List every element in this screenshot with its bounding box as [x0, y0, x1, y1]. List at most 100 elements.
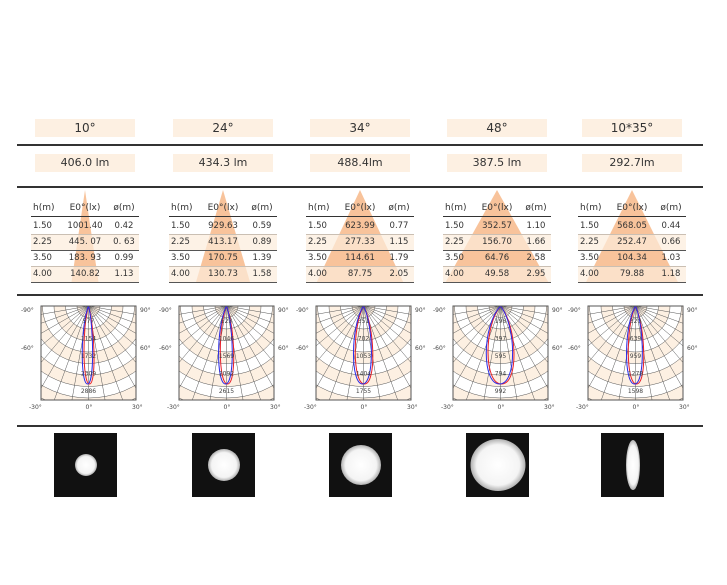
angle-axis-label: 0°: [361, 404, 368, 411]
ring-value-label: 2309: [81, 371, 96, 378]
light-spot: [340, 445, 381, 485]
angle-text: 10°: [74, 121, 96, 135]
ring-value-label: 1598: [628, 388, 643, 395]
ring-value-label: 639: [630, 336, 642, 343]
polar-light-distribution-diagram: 198 397 595 794 992 -90° -60° 90° 60° -30° 0° 30°: [433, 305, 563, 411]
light-spot: [625, 440, 640, 490]
angle-axis-label: 90°: [278, 307, 289, 314]
lumen-output: 387.5 lm: [447, 154, 547, 172]
beam-angle-label: 24°: [173, 119, 273, 137]
table-row: 1.50 1001.40 0.42: [31, 218, 139, 235]
beam-angle-label: 10*35°: [582, 119, 682, 137]
ring-value-label: 2092: [219, 371, 234, 378]
ring-value-label: 1278: [628, 371, 643, 378]
angle-axis-label: 90°: [140, 307, 151, 314]
angle-axis-label: 90°: [687, 307, 698, 314]
table-row: 1.50 352.57 1.10: [443, 218, 551, 235]
table-row: 3.50 114.61 1.79: [306, 250, 414, 267]
lumen-text: 406.0 lm: [60, 156, 110, 169]
column-header: ø(m): [388, 203, 410, 213]
illuminance-table: h(m) E0°(lx) ø(m) 1.50 568.05 0.44 2.25 252.47…: [578, 190, 686, 283]
ring-value-label: 523: [221, 318, 233, 325]
table-header: h(m) E0°(lx) ø(m): [169, 200, 277, 217]
angle-text: 34°: [349, 121, 371, 135]
height-cell: 2.25: [33, 237, 52, 247]
table-row: 1.50 623.99 0.77: [306, 218, 414, 235]
beam-column: 24° 434.3 lm h(m) E0°(lx) ø(m) 1.50 929.63 0…: [155, 0, 292, 585]
angle-text: 48°: [486, 121, 508, 135]
angle-axis-label: -30°: [441, 404, 454, 411]
lumen-output: 406.0 lm: [35, 154, 135, 172]
lumen-output: 434.3 lm: [173, 154, 273, 172]
illuminance-cell: 49.58: [484, 269, 510, 279]
ring-value-label: 1569: [219, 353, 234, 360]
angle-axis-label: 60°: [278, 345, 289, 352]
height-cell: 2.25: [308, 237, 327, 247]
table-row: 3.50 64.76 2.58: [443, 250, 551, 267]
angle-axis-label: -30°: [304, 404, 317, 411]
beam-spot-photo: [329, 433, 392, 497]
angle-axis-label: -30°: [167, 404, 180, 411]
table-row: 1.50 568.05 0.44: [578, 218, 686, 235]
column-header: h(m): [33, 203, 55, 213]
height-cell: 4.00: [445, 269, 464, 279]
angle-text: 10*35°: [610, 121, 654, 135]
column-header: E0°(lx): [344, 203, 376, 213]
table-row: 2.25 156.70 1.66: [443, 234, 551, 251]
column-header: h(m): [171, 203, 193, 213]
lumen-text: 434.3 lm: [198, 156, 248, 169]
ring-value-label: 1046: [219, 336, 234, 343]
diameter-cell: 2.95: [526, 269, 546, 279]
illuminance-cell: 252.47: [617, 237, 647, 247]
lumen-text: 387.5 lm: [472, 156, 522, 169]
angle-axis-label: -30°: [576, 404, 589, 411]
angle-axis-label: -90°: [296, 307, 309, 314]
height-cell: 2.25: [171, 237, 190, 247]
table-header: h(m) E0°(lx) ø(m): [578, 200, 686, 217]
ring-value-label: 2886: [81, 388, 96, 395]
table-row: 3.50 170.75 1.39: [169, 250, 277, 267]
column-header: ø(m): [113, 203, 135, 213]
illuminance-cell: 445. 07: [68, 237, 102, 247]
column-header: h(m): [445, 203, 467, 213]
height-cell: 3.50: [33, 253, 52, 263]
table-header: h(m) E0°(lx) ø(m): [306, 200, 414, 217]
table-row: 2.25 445. 07 0. 63: [31, 234, 139, 251]
diameter-cell: 0. 63: [113, 237, 135, 247]
angle-axis-label: 60°: [552, 345, 563, 352]
ring-value-label: 577: [83, 318, 95, 325]
lumen-output: 292.7lm: [582, 154, 682, 172]
angle-axis-label: 90°: [552, 307, 563, 314]
illuminance-table: h(m) E0°(lx) ø(m) 1.50 929.63 0.59 2.25 413.17…: [169, 190, 277, 283]
diameter-cell: 0.66: [661, 237, 681, 247]
table-row: 2.25 277.33 1.15: [306, 234, 414, 251]
height-cell: 3.50: [171, 253, 190, 263]
height-cell: 1.50: [33, 221, 52, 231]
angle-axis-label: -60°: [568, 345, 581, 352]
column-header: E0°(lx): [207, 203, 239, 213]
angle-axis-label: -60°: [159, 345, 172, 352]
illuminance-cell: 1001.40: [67, 221, 103, 231]
beam-spot-photo: [601, 433, 664, 497]
illuminance-cell: 79.88: [619, 269, 645, 279]
angle-axis-label: 90°: [415, 307, 426, 314]
diameter-cell: 1.13: [114, 269, 134, 279]
ring-value-label: 397: [495, 336, 507, 343]
divider: [17, 425, 703, 427]
light-spot: [207, 449, 240, 481]
lumen-text: 292.7lm: [609, 156, 655, 169]
ring-value-label: 2615: [219, 388, 234, 395]
diameter-cell: 1.18: [661, 269, 681, 279]
polar-light-distribution-diagram: 523 1046 1569 2092 2615 -90° -60° 90° 60° -30° 0° 3…: [159, 305, 289, 411]
diameter-cell: 0.89: [252, 237, 272, 247]
angle-axis-label: 0°: [224, 404, 231, 411]
table-header: h(m) E0°(lx) ø(m): [31, 200, 139, 217]
column-header: ø(m): [525, 203, 547, 213]
divider: [17, 294, 703, 296]
angle-axis-label: 30°: [270, 404, 281, 411]
table-row: 2.25 252.47 0.66: [578, 234, 686, 251]
column-header: E0°(lx): [616, 203, 648, 213]
illuminance-cell: 623.99: [345, 221, 375, 231]
ring-value-label: 198: [495, 318, 507, 325]
illuminance-table: h(m) E0°(lx) ø(m) 1.50 352.57 1.10 2.25 156.70…: [443, 190, 551, 283]
